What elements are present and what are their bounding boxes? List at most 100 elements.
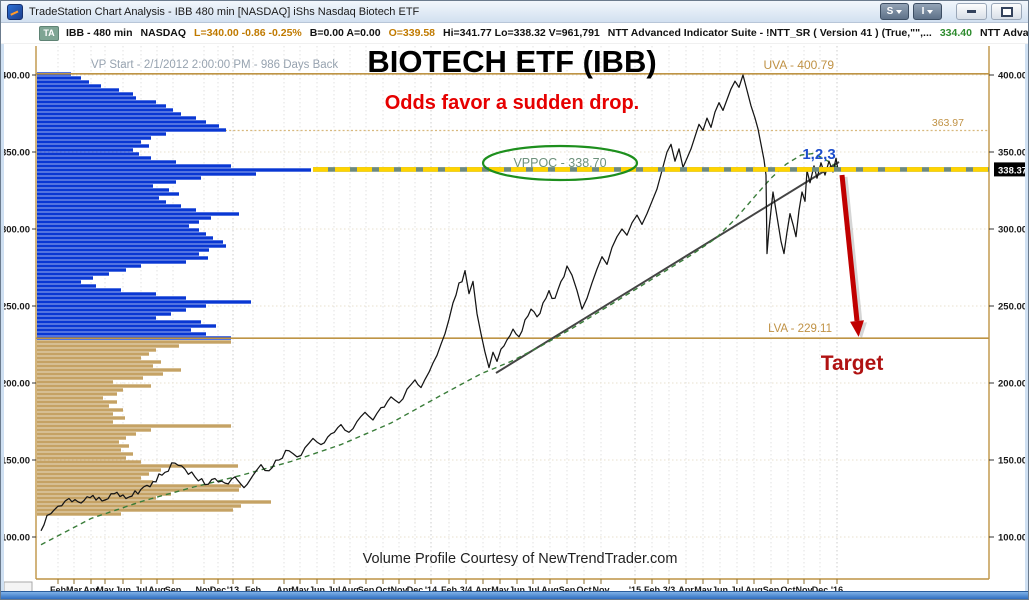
volume-profile-bar-above — [37, 96, 136, 100]
x-axis-label: '14 — [425, 585, 437, 595]
y-axis-label-left: 100.00 — [1, 533, 30, 544]
volume-profile-bar-above — [37, 252, 199, 256]
volume-profile-bar-above — [37, 216, 211, 220]
volume-profile-bar-below — [37, 384, 151, 388]
status-segment: NTT Advanced Indicator Suite - !NTT_SR (… — [607, 27, 932, 39]
volume-profile-bar-above — [37, 236, 213, 240]
volume-profile-bar-above — [37, 80, 89, 84]
volume-profile-bar-above — [37, 308, 186, 312]
volume-profile-bar-below — [37, 428, 151, 432]
volume-profile-bar-above — [37, 164, 231, 168]
window-border-left — [1, 23, 4, 594]
trendline — [495, 161, 840, 374]
volume-profile-bar-below — [37, 464, 238, 468]
x-axis-label: Aug — [341, 585, 359, 595]
status-segment: L=340.00 -0.86 -0.25% — [194, 27, 302, 39]
y-axis-label-left: 300.00 — [1, 225, 30, 236]
volume-profile-bar-above — [37, 104, 166, 108]
restore-icon — [1000, 6, 1013, 17]
volume-profile-bar-above — [37, 168, 311, 172]
volume-profile-bar-below — [37, 488, 239, 492]
volume-profile-bar-below — [37, 500, 271, 504]
volume-profile-bar-above — [37, 172, 256, 176]
y-axis-label-left: 350.00 — [1, 148, 30, 159]
volume-profile-bar-above — [37, 140, 141, 144]
x-axis-label: Jun — [309, 585, 325, 595]
volume-profile-bar-above — [37, 128, 226, 132]
volume-profile-bar-above — [37, 132, 166, 136]
moving-average-line — [40, 152, 840, 546]
volume-profile-bar-above — [37, 108, 173, 112]
volume-profile-bar-below — [37, 512, 121, 516]
volume-profile-bar-below — [37, 504, 241, 508]
volume-profile-bar-above — [37, 296, 186, 300]
volume-profile-bar-above — [37, 124, 219, 128]
volume-profile-bar-below — [37, 424, 231, 428]
arrow-shadow — [842, 176, 863, 324]
vppoc-label: VPPOC - 338.70 — [513, 156, 606, 170]
y-axis-label-right: 100.00 — [998, 533, 1027, 544]
x-axis-label: Feb — [644, 585, 661, 595]
x-axis-label: Jun — [115, 585, 131, 595]
y-axis-label-right: 250.00 — [998, 302, 1027, 313]
x-axis-label: Sep — [559, 585, 576, 595]
volume-profile-bar-above — [37, 280, 81, 284]
vppoc-ellipse — [481, 144, 639, 182]
lva-label: LVA - 229.11 — [768, 323, 832, 335]
volume-profile-bar-below — [37, 440, 119, 444]
minimize-button[interactable] — [956, 3, 987, 20]
window-titlebar[interactable]: TradeStation Chart Analysis - IBB 480 mi… — [1, 1, 1028, 23]
chart-subtitle: Odds favor a sudden drop. — [385, 92, 639, 114]
volume-profile-bar-above — [37, 212, 239, 216]
y-axis-label-left: 150.00 — [1, 456, 30, 467]
x-axis-label: Apr — [678, 585, 694, 595]
volume-profile-bar-below — [37, 352, 149, 356]
volume-profile-bar-above — [37, 220, 199, 224]
style-menu-button[interactable]: S — [880, 3, 909, 20]
window-border-bottom — [1, 591, 1028, 599]
volume-profile-bar-below — [37, 404, 109, 408]
volume-profile-bar-below — [37, 376, 143, 380]
volume-profile-bar-above — [37, 148, 133, 152]
window-border-right — [1025, 23, 1028, 594]
indicator-menu-button[interactable]: I — [913, 3, 942, 20]
indicator-menu-label: I — [921, 6, 925, 17]
x-axis-label: Aug — [148, 585, 166, 595]
status-segment: NTT Advanced Indicator Suite - !NTT_Volu… — [979, 27, 1029, 39]
app-icon — [7, 3, 23, 20]
target-label: Target — [821, 352, 884, 375]
volume-profile-bar-above — [37, 116, 196, 120]
volume-profile-bar-above — [37, 184, 153, 188]
x-axis-label: '13 — [227, 585, 239, 595]
x-axis-label: Feb — [245, 585, 262, 595]
volume-profile-bar-below — [37, 356, 141, 360]
x-axis-label: '16 — [831, 585, 843, 595]
volume-profile-bar-above — [37, 276, 93, 280]
volume-profile-bar-below — [37, 444, 129, 448]
chart-title: BIOTECH ETF (IBB) — [367, 44, 656, 79]
status-segment: NASDAQ — [140, 27, 187, 39]
restore-button[interactable] — [991, 3, 1022, 20]
x-axis-label: Dec — [210, 585, 227, 595]
volume-profile-bar-above — [37, 136, 151, 140]
last-price-label: 338.37 — [998, 165, 1027, 176]
volume-profile-bar-below — [37, 480, 153, 484]
x-axis-label: 3/3 — [663, 585, 676, 595]
symbol-status-bar: TA IBB - 480 min NASDAQ L=340.00 -0.86 -0.… — [1, 23, 1028, 44]
y-axis-label-right: 150.00 — [998, 456, 1027, 467]
status-segment: B=0.00 A=0.00 — [309, 27, 381, 39]
pattern-123-label: 1,2,3 — [802, 146, 835, 163]
volume-profile-bar-below — [37, 472, 149, 476]
x-axis-label: May — [291, 585, 309, 595]
volume-profile-bar-above — [37, 160, 176, 164]
volume-profile-bar-above — [37, 200, 166, 204]
volume-profile-bar-below — [37, 344, 179, 348]
volume-profile-bar-below — [37, 400, 117, 404]
volume-profile-bar-above — [37, 88, 119, 92]
volume-profile-bar-above — [37, 196, 159, 200]
x-axis-label: Feb — [50, 585, 67, 595]
volume-profile-bar-above — [37, 312, 171, 316]
volume-profile-bar-below — [37, 448, 121, 452]
